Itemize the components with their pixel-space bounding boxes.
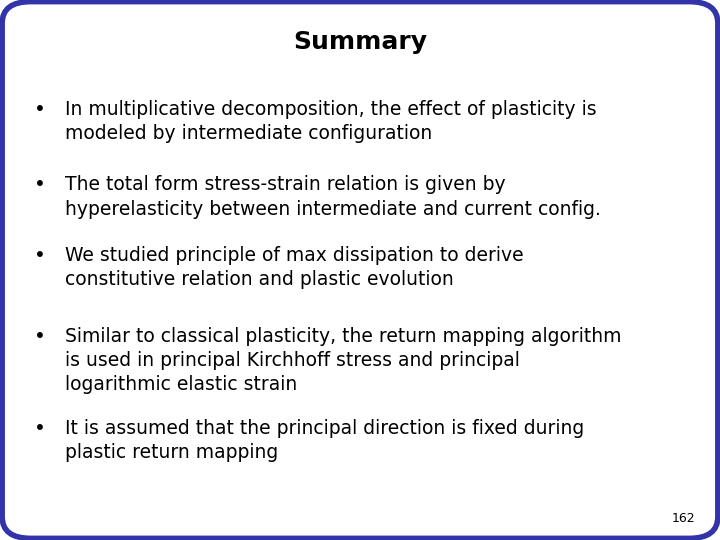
Text: 162: 162 — [671, 512, 695, 525]
Text: Similar to classical plasticity, the return mapping algorithm
is used in princip: Similar to classical plasticity, the ret… — [65, 327, 621, 394]
Text: •: • — [34, 327, 45, 346]
Text: •: • — [34, 100, 45, 119]
Text: In multiplicative decomposition, the effect of plasticity is
modeled by intermed: In multiplicative decomposition, the eff… — [65, 100, 596, 143]
Text: •: • — [34, 246, 45, 265]
Text: Summary: Summary — [293, 30, 427, 53]
Text: •: • — [34, 418, 45, 437]
Text: •: • — [34, 176, 45, 194]
Text: The total form stress-strain relation is given by
hyperelasticity between interm: The total form stress-strain relation is… — [65, 176, 600, 219]
Text: We studied principle of max dissipation to derive
constitutive relation and plas: We studied principle of max dissipation … — [65, 246, 523, 289]
Text: It is assumed that the principal direction is fixed during
plastic return mappin: It is assumed that the principal directi… — [65, 418, 584, 462]
